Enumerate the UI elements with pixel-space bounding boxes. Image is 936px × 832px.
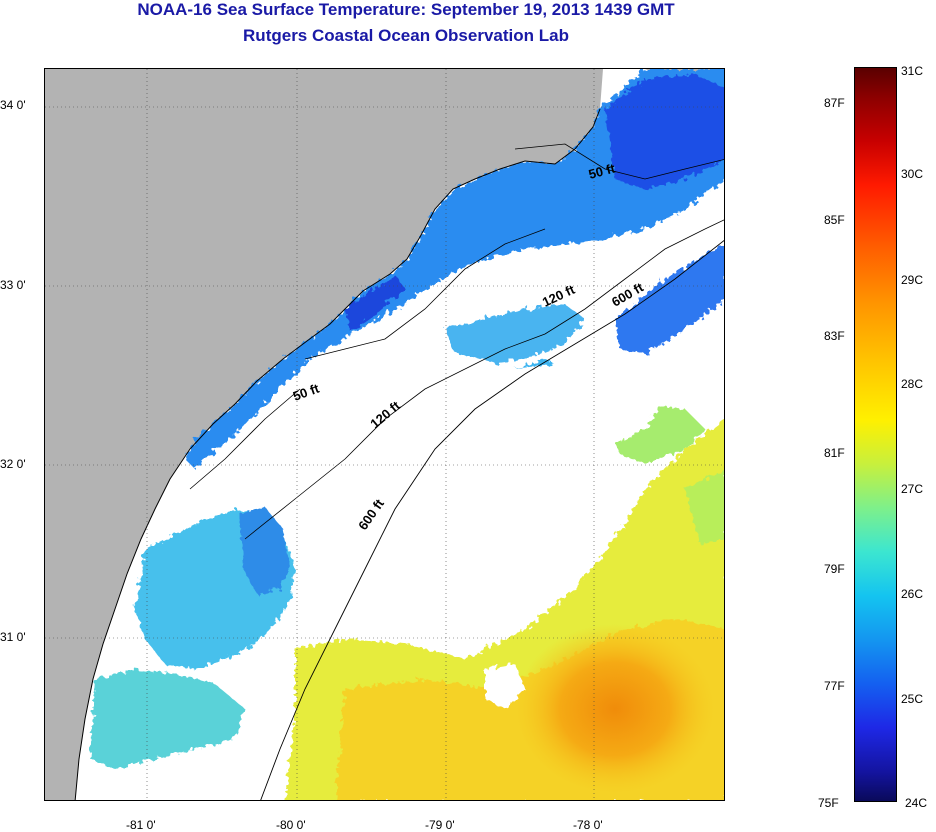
lon-label-80: -80 0' (276, 818, 306, 832)
lat-label-32: 32 0' (0, 457, 26, 471)
colorbar-label-31c: 31C (901, 64, 924, 78)
cold-core-north (605, 74, 724, 189)
contour-label-50ft-north: 50 ft (587, 160, 617, 182)
colorbar-label-81f: 81F (824, 446, 845, 460)
land-mass (45, 69, 603, 800)
colorbar-label-25c: 25C (901, 692, 924, 706)
mild-scatter-east (685, 469, 724, 544)
map-subtitle: Rutgers Coastal Ocean Observation Lab (243, 26, 569, 45)
sst-map: 50 ft 50 ft 120 ft 120 ft 600 ft 600 ft (44, 68, 725, 801)
temperature-colorbar (854, 67, 897, 802)
lat-label-31: 31 0' (0, 630, 26, 644)
colorbar-label-28c: 28C (901, 377, 924, 391)
contour-50ft (189, 143, 724, 490)
lat-label-34: 34 0' (0, 98, 26, 112)
colorbar-label-77f: 77F (824, 679, 845, 693)
colorbar-label-27c: 27C (901, 482, 924, 496)
contour-600ft (260, 239, 724, 800)
graticule (45, 69, 724, 800)
cloud-gap-central (285, 349, 665, 614)
colorbar-label-87f: 87F (824, 96, 845, 110)
cold-coastal-band (185, 69, 724, 469)
colorbar-label-29c: 29C (901, 273, 924, 287)
sst-map-canvas: 50 ft 50 ft 120 ft 120 ft 600 ft 600 ft (45, 69, 724, 800)
contour-120ft (244, 219, 724, 540)
cloud-gap-hotspot (485, 664, 525, 709)
colorbar-label-30c: 30C (901, 167, 924, 181)
hot-core (515, 624, 715, 794)
lon-label-81: -81 0' (126, 818, 156, 832)
cold-core-mid (345, 277, 405, 331)
coastline (74, 108, 601, 800)
lon-label-78: -78 0' (573, 818, 603, 832)
cool-georgia-core (240, 507, 290, 594)
colorbar-label-85f: 85F (824, 213, 845, 227)
cold-offshore-patch (615, 244, 724, 354)
lat-label-33: 33 0' (0, 278, 26, 292)
colorbar-label-75f: 75F (818, 796, 839, 810)
colorbar-label-26c: 26C (901, 587, 924, 601)
colorbar-label-83f: 83F (824, 329, 845, 343)
map-title: NOAA-16 Sea Surface Temperature: Septemb… (137, 0, 675, 19)
colorbar-label-79f: 79F (824, 562, 845, 576)
cool-south-nearshore (90, 669, 245, 769)
cool-mid-shelf (445, 304, 585, 364)
lon-label-79: -79 0' (425, 818, 455, 832)
colorbar-label-24c: 24C (905, 796, 928, 810)
